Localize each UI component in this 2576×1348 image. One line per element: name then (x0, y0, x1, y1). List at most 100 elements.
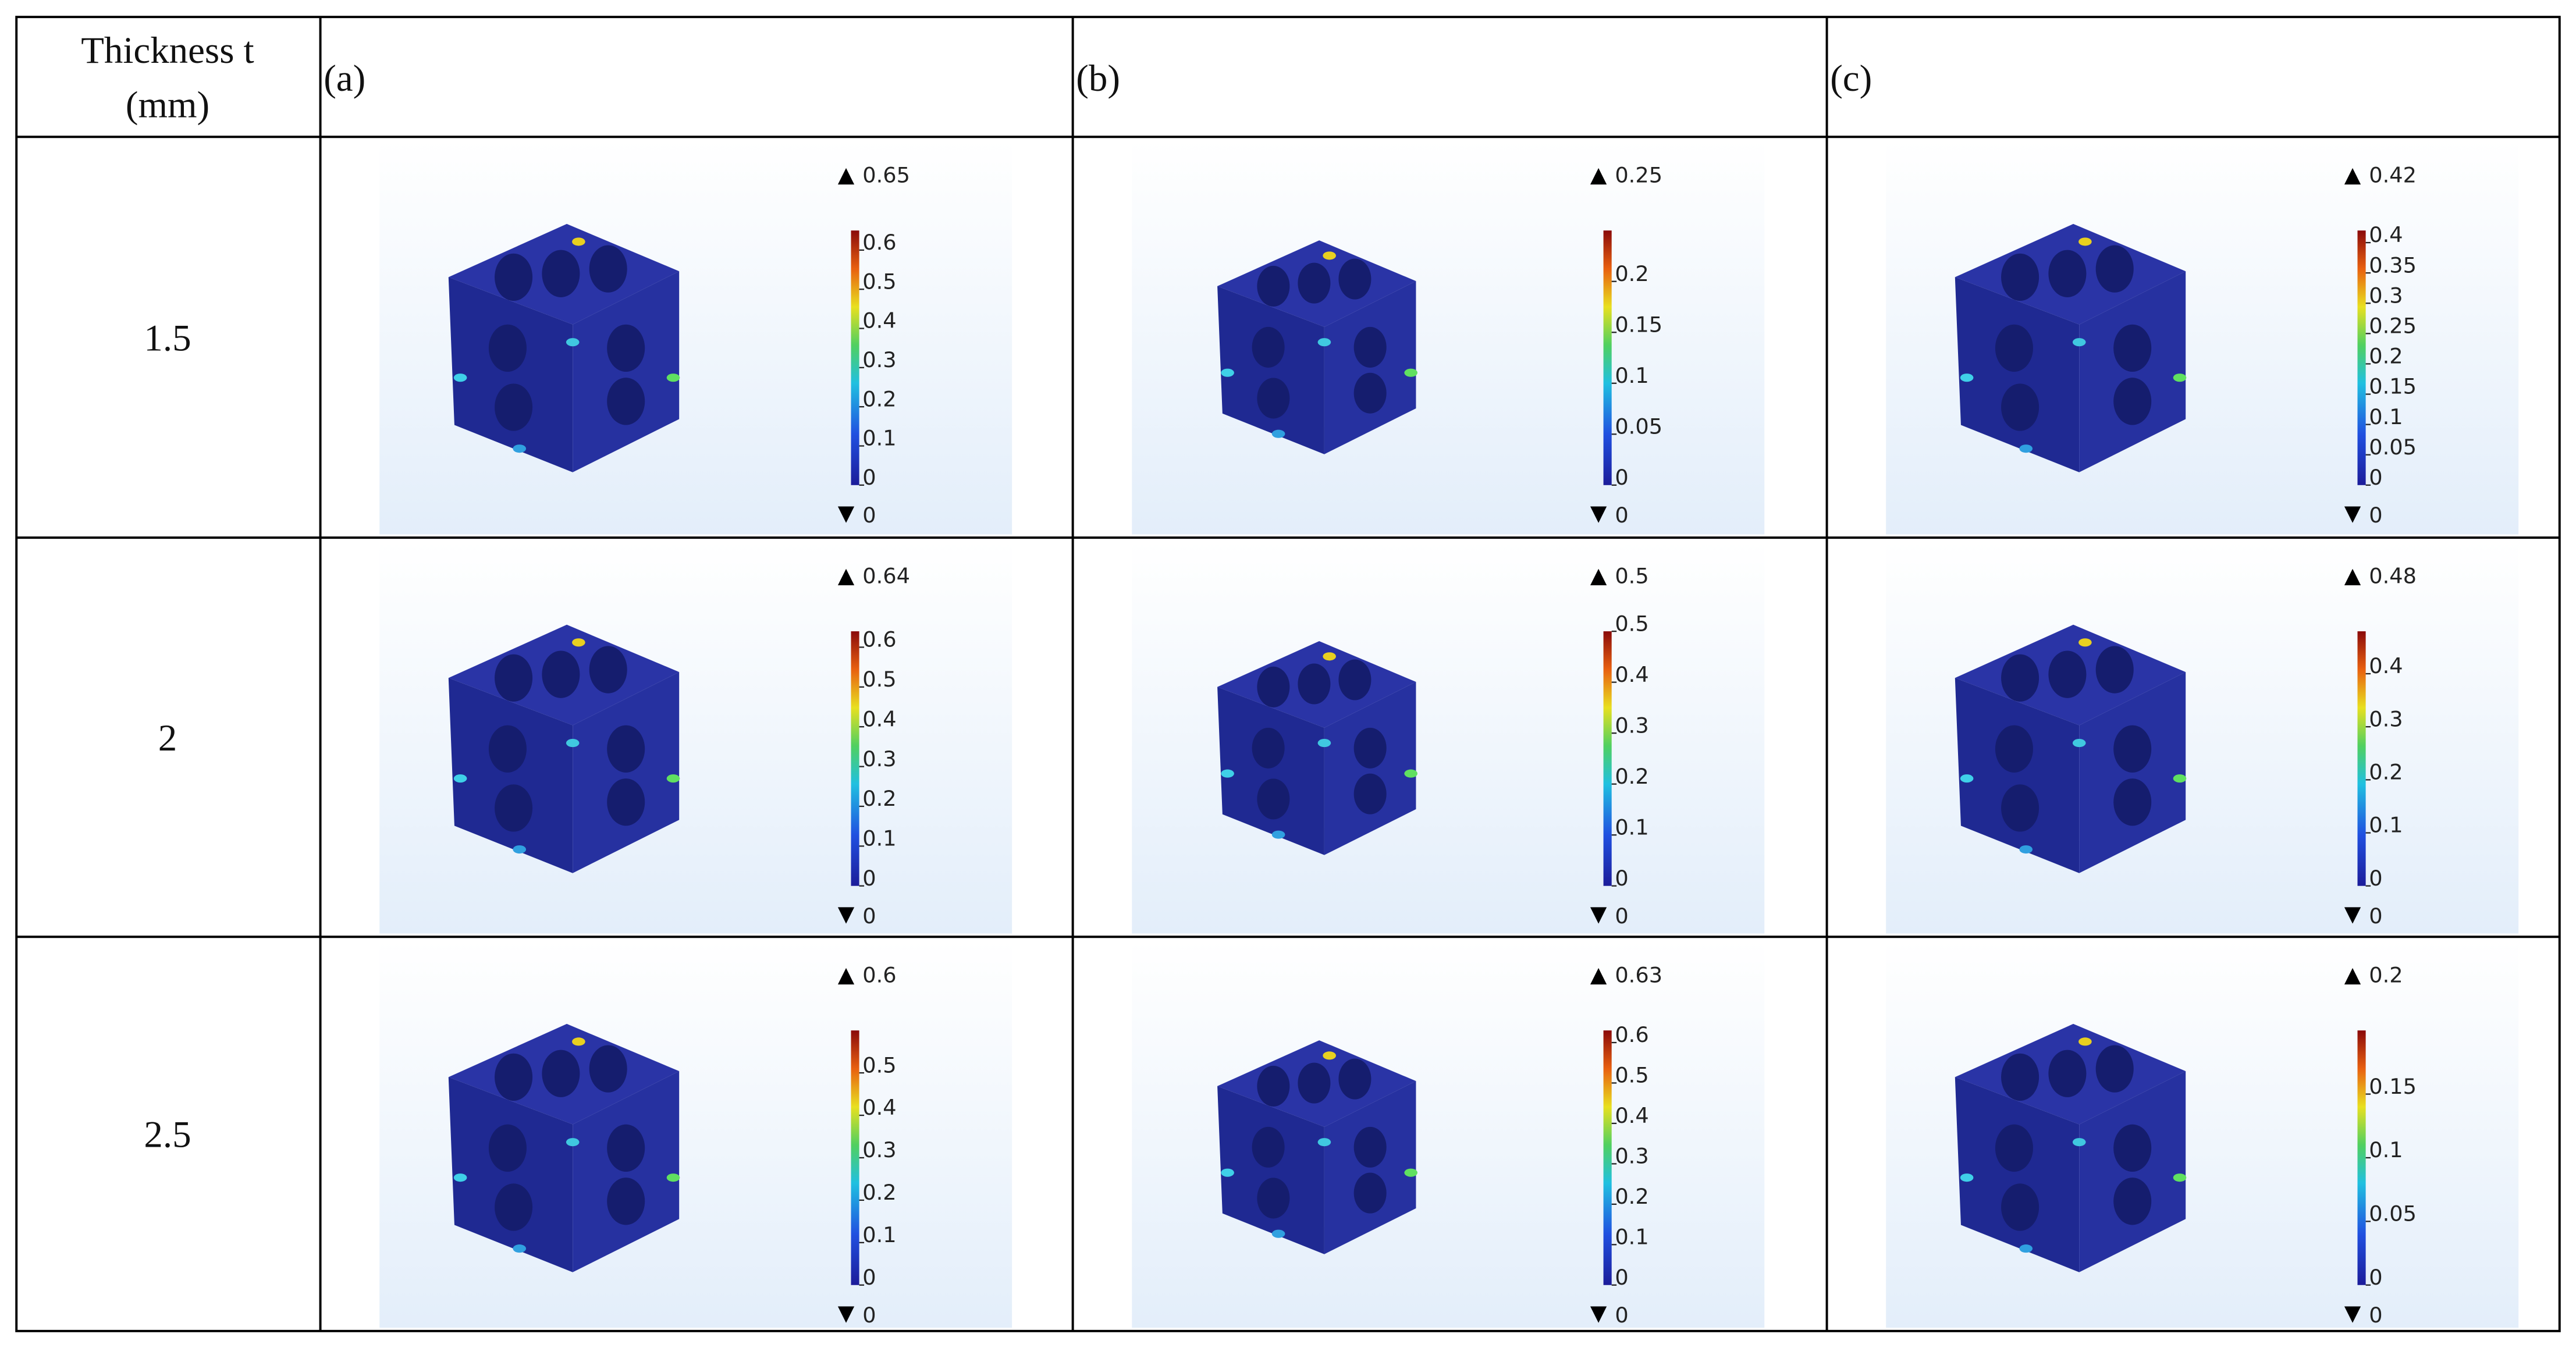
min-marker (837, 907, 855, 924)
color-bar-label: 0.1 (862, 1222, 896, 1247)
color-bar-label: 0.1 (1615, 1225, 1648, 1250)
stress-spot (1404, 368, 1417, 377)
stress-spot (513, 845, 527, 854)
color-bar-label: 0.1 (862, 426, 896, 451)
stress-spot (566, 1138, 580, 1147)
cube-left (1955, 1077, 2080, 1272)
min-marker (1590, 907, 1607, 924)
min-value: 0 (1615, 1303, 1628, 1328)
stress-spot (1221, 769, 1234, 778)
cube-hole (1995, 1124, 2033, 1172)
cube-hole (488, 1124, 527, 1172)
min-marker (2344, 506, 2361, 523)
cube-hole (607, 378, 645, 425)
cube-hole (1257, 1178, 1290, 1219)
color-bar (1603, 631, 1612, 886)
max-value: 0.63 (1615, 962, 1662, 987)
cube-hole (2113, 725, 2152, 773)
stress-spot (1323, 652, 1336, 661)
color-bar (2357, 1030, 2366, 1285)
max-marker (2344, 168, 2361, 185)
color-bar-label: 0.35 (2369, 252, 2417, 278)
max-marker (837, 168, 855, 185)
thickness-value: 2.5 (144, 1114, 191, 1156)
stress-spot (513, 1244, 527, 1253)
max-marker (2344, 568, 2361, 586)
stress-spot (666, 374, 680, 382)
min-value: 0 (2369, 1303, 2382, 1328)
cube-left (448, 678, 573, 873)
color-bar-label: 0.05 (2369, 1201, 2417, 1226)
stress-spot (1323, 251, 1336, 260)
cube-hole (488, 725, 527, 773)
cube-hole (1298, 262, 1331, 304)
color-bar-label: 0.1 (862, 826, 896, 851)
cube-hole (607, 778, 645, 826)
max-marker (837, 968, 855, 985)
cube-hole (1298, 1062, 1331, 1104)
stress-spot (1271, 1229, 1285, 1238)
cube-hole (1338, 1058, 1372, 1100)
max-value: 0.64 (862, 563, 910, 588)
color-bar-label: 0 (2369, 866, 2382, 891)
cube-hole (495, 784, 533, 832)
cube-hole (589, 245, 627, 293)
stress-plot: 0 0.1 0.2 0.3 0.4 0.5 0.6 0.63 0 (1132, 940, 1765, 1328)
cube-hole (2048, 650, 2087, 698)
stress-spot (2078, 638, 2092, 647)
color-bar-label: 0.15 (2369, 374, 2417, 399)
color-bar-label: 0.4 (862, 1095, 896, 1120)
max-value: 0.2 (2369, 962, 2403, 987)
cube-hole (2113, 1178, 2152, 1225)
stress-spot (566, 338, 580, 347)
color-bar (851, 1030, 859, 1285)
cube-hole (1257, 666, 1290, 707)
stress-spot (1960, 774, 1974, 783)
color-bar-label: 0.3 (1615, 713, 1648, 738)
thickness-value: 2 (158, 717, 177, 759)
stress-spot (1960, 1173, 1974, 1182)
color-bar-label: 0.2 (1615, 1184, 1648, 1209)
color-bar-label: 0.1 (2369, 404, 2403, 429)
cube-hole (542, 650, 580, 698)
color-bar-label: 0 (1615, 866, 1628, 891)
color-bar-label: 0.05 (1615, 414, 1662, 439)
color-bar-label: 0.3 (862, 746, 896, 771)
color-bar-label: 0.3 (862, 347, 896, 372)
stress-spot (572, 237, 585, 246)
color-bar-label: 0.6 (862, 230, 896, 255)
cube-hole (1353, 1126, 1387, 1168)
stress-spot (1317, 1138, 1331, 1147)
cube-hole (607, 324, 645, 372)
color-bar-label: 0.4 (862, 308, 896, 333)
stress-spot (1221, 368, 1234, 377)
max-marker (1590, 568, 1607, 586)
cube-hole (2095, 646, 2134, 693)
color-bar-label: 0 (862, 465, 876, 490)
color-bar-label: 0.15 (2369, 1074, 2417, 1099)
color-bar-label: 0.2 (862, 386, 896, 411)
color-bar-label: 0.3 (1615, 1144, 1648, 1169)
color-bar-label: 0.1 (1615, 815, 1648, 840)
color-bar-label: 0.1 (2369, 1137, 2403, 1162)
cube-hole (2001, 654, 2040, 702)
cube-hole (1338, 258, 1372, 300)
cube-hole (2095, 245, 2134, 293)
column-label: (a) (324, 58, 365, 99)
color-bar-label: 0.2 (1615, 764, 1648, 789)
cube-hole (607, 1124, 645, 1172)
cube-hole (542, 250, 580, 297)
stress-spot (1404, 1168, 1417, 1177)
stress-plot: 0 0.1 0.2 0.3 0.4 0.5 0.6 0 (379, 940, 1012, 1328)
color-bar-label: 0 (862, 1265, 876, 1290)
stress-spot (2173, 374, 2187, 382)
color-bar-label: 0 (2369, 1265, 2382, 1290)
cube-hole (1257, 265, 1290, 307)
stress-spot (1317, 338, 1331, 347)
color-bar-label: 0.2 (2369, 344, 2403, 369)
cube-left (1217, 286, 1324, 454)
stress-plot: 0 0.1 0.2 0.3 0.4 0.48 0 (1886, 540, 2519, 934)
max-value: 0.48 (2369, 563, 2417, 588)
cube-right (2079, 271, 2186, 472)
cube-hole (1298, 663, 1331, 705)
